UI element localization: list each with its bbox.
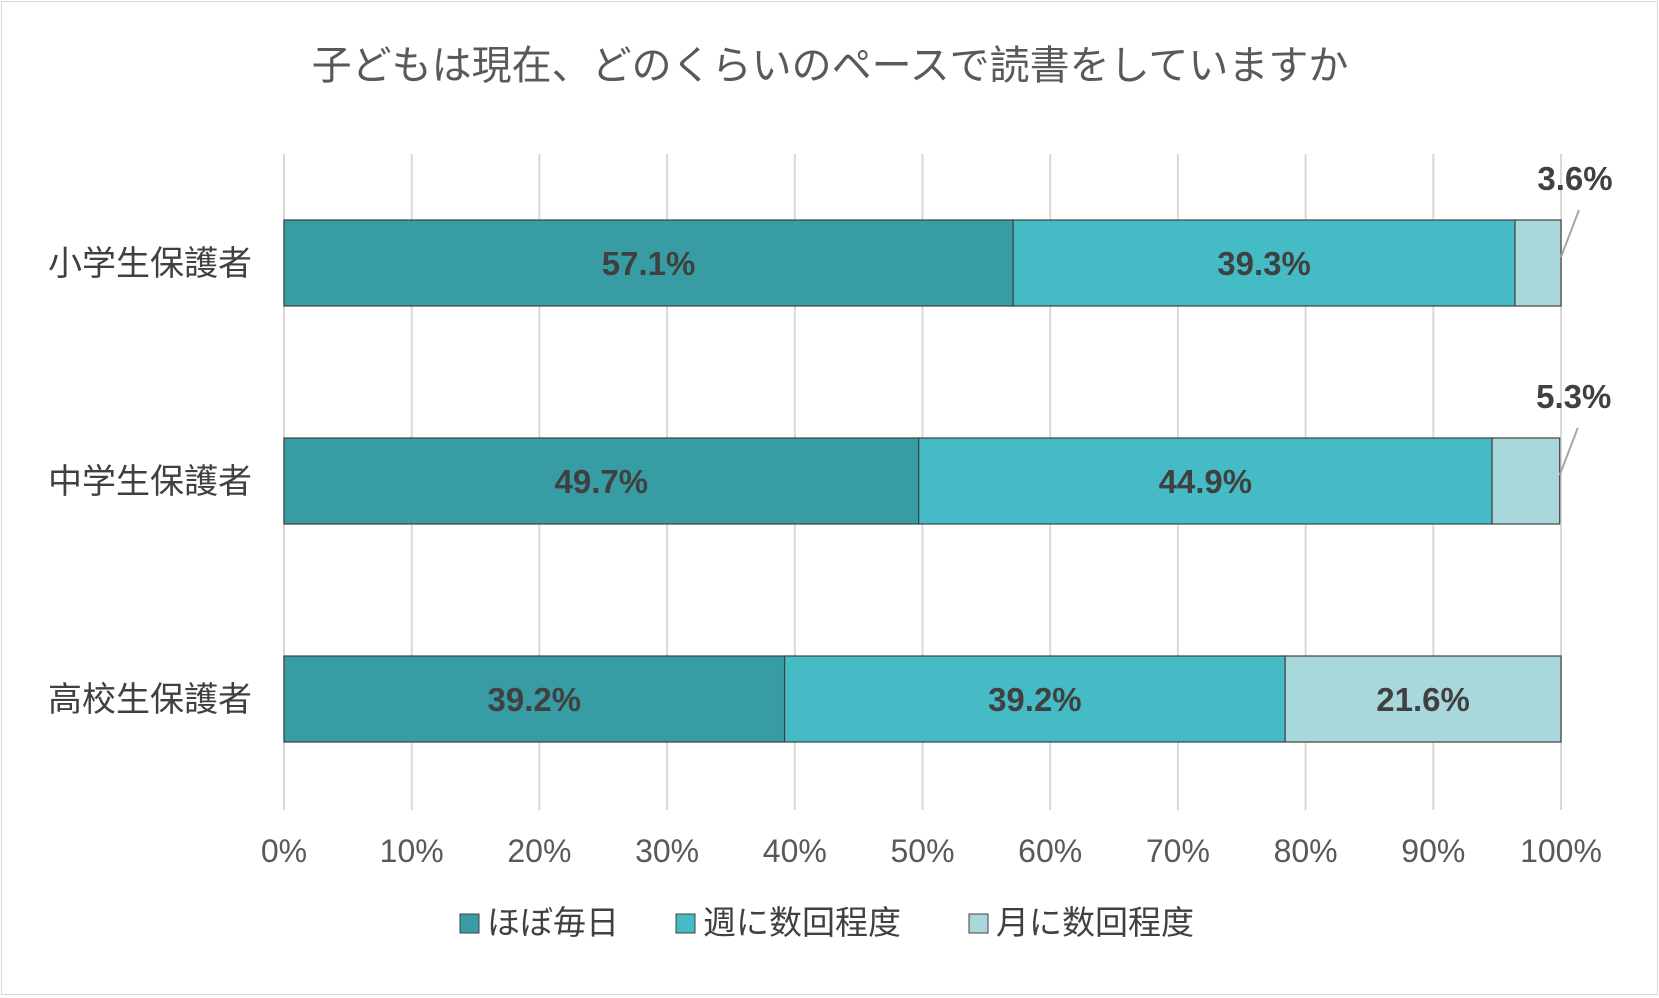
bar-segment — [918, 437, 1493, 525]
data-labels: 57.1% 39.3% 3.6% 49.7% 44.9% 5.3% 39.2% 39.2% 21… — [488, 160, 1613, 718]
data-label: 5.3% — [1536, 378, 1611, 415]
data-label: 39.3% — [1217, 245, 1311, 282]
x-tick-label: 90% — [1401, 833, 1465, 869]
x-tick-label: 30% — [635, 833, 699, 869]
bar-segment — [1514, 219, 1562, 307]
legend-label: 月に数回程度 — [996, 903, 1194, 942]
bar-segment — [1284, 655, 1562, 743]
x-tick-label: 60% — [1018, 833, 1082, 869]
legend-swatch — [968, 913, 989, 934]
data-label: 39.2% — [488, 681, 582, 718]
bar-segment — [283, 655, 786, 743]
leader-line — [1558, 427, 1579, 476]
x-tick-label: 10% — [380, 833, 444, 869]
x-tick-label: 80% — [1274, 833, 1338, 869]
x-tick-label: 50% — [890, 833, 954, 869]
legend-swatch — [675, 913, 696, 934]
category-label: 高校生保護者 — [48, 680, 252, 720]
data-label: 3.6% — [1537, 160, 1612, 197]
legend: ほぼ毎日 週に数回程度 月に数回程度 — [459, 903, 1194, 942]
data-label: 21.6% — [1376, 681, 1470, 718]
bar-segment — [283, 219, 1014, 307]
x-tick-label: 40% — [763, 833, 827, 869]
data-label: 49.7% — [555, 463, 649, 500]
data-label: 44.9% — [1159, 463, 1253, 500]
category-label: 中学生保護者 — [48, 462, 252, 502]
bars — [283, 219, 1562, 743]
legend-label: ほぼ毎日 — [487, 903, 619, 942]
x-tick-label: 20% — [507, 833, 571, 869]
data-label: 39.2% — [988, 681, 1082, 718]
legend-label: 週に数回程度 — [703, 903, 901, 942]
x-axis-ticks: 0% 10% 20% 30% 40% 50% 60% 70% 80% 90% 100% — [261, 833, 1602, 869]
category-label: 小学生保護者 — [48, 244, 252, 284]
chart-title: 子どもは現在、どのくらいのペースで読書をしていますか — [312, 43, 1349, 89]
leader-line — [1560, 209, 1580, 258]
bar-segment — [1012, 219, 1516, 307]
bar-segment — [1491, 437, 1561, 525]
bar-segment — [283, 437, 920, 525]
x-tick-label: 0% — [261, 833, 307, 869]
data-label: 57.1% — [602, 245, 696, 282]
legend-swatch — [459, 913, 480, 934]
x-tick-label: 100% — [1520, 833, 1602, 869]
x-tick-label: 70% — [1146, 833, 1210, 869]
bar-segment — [783, 655, 1286, 743]
